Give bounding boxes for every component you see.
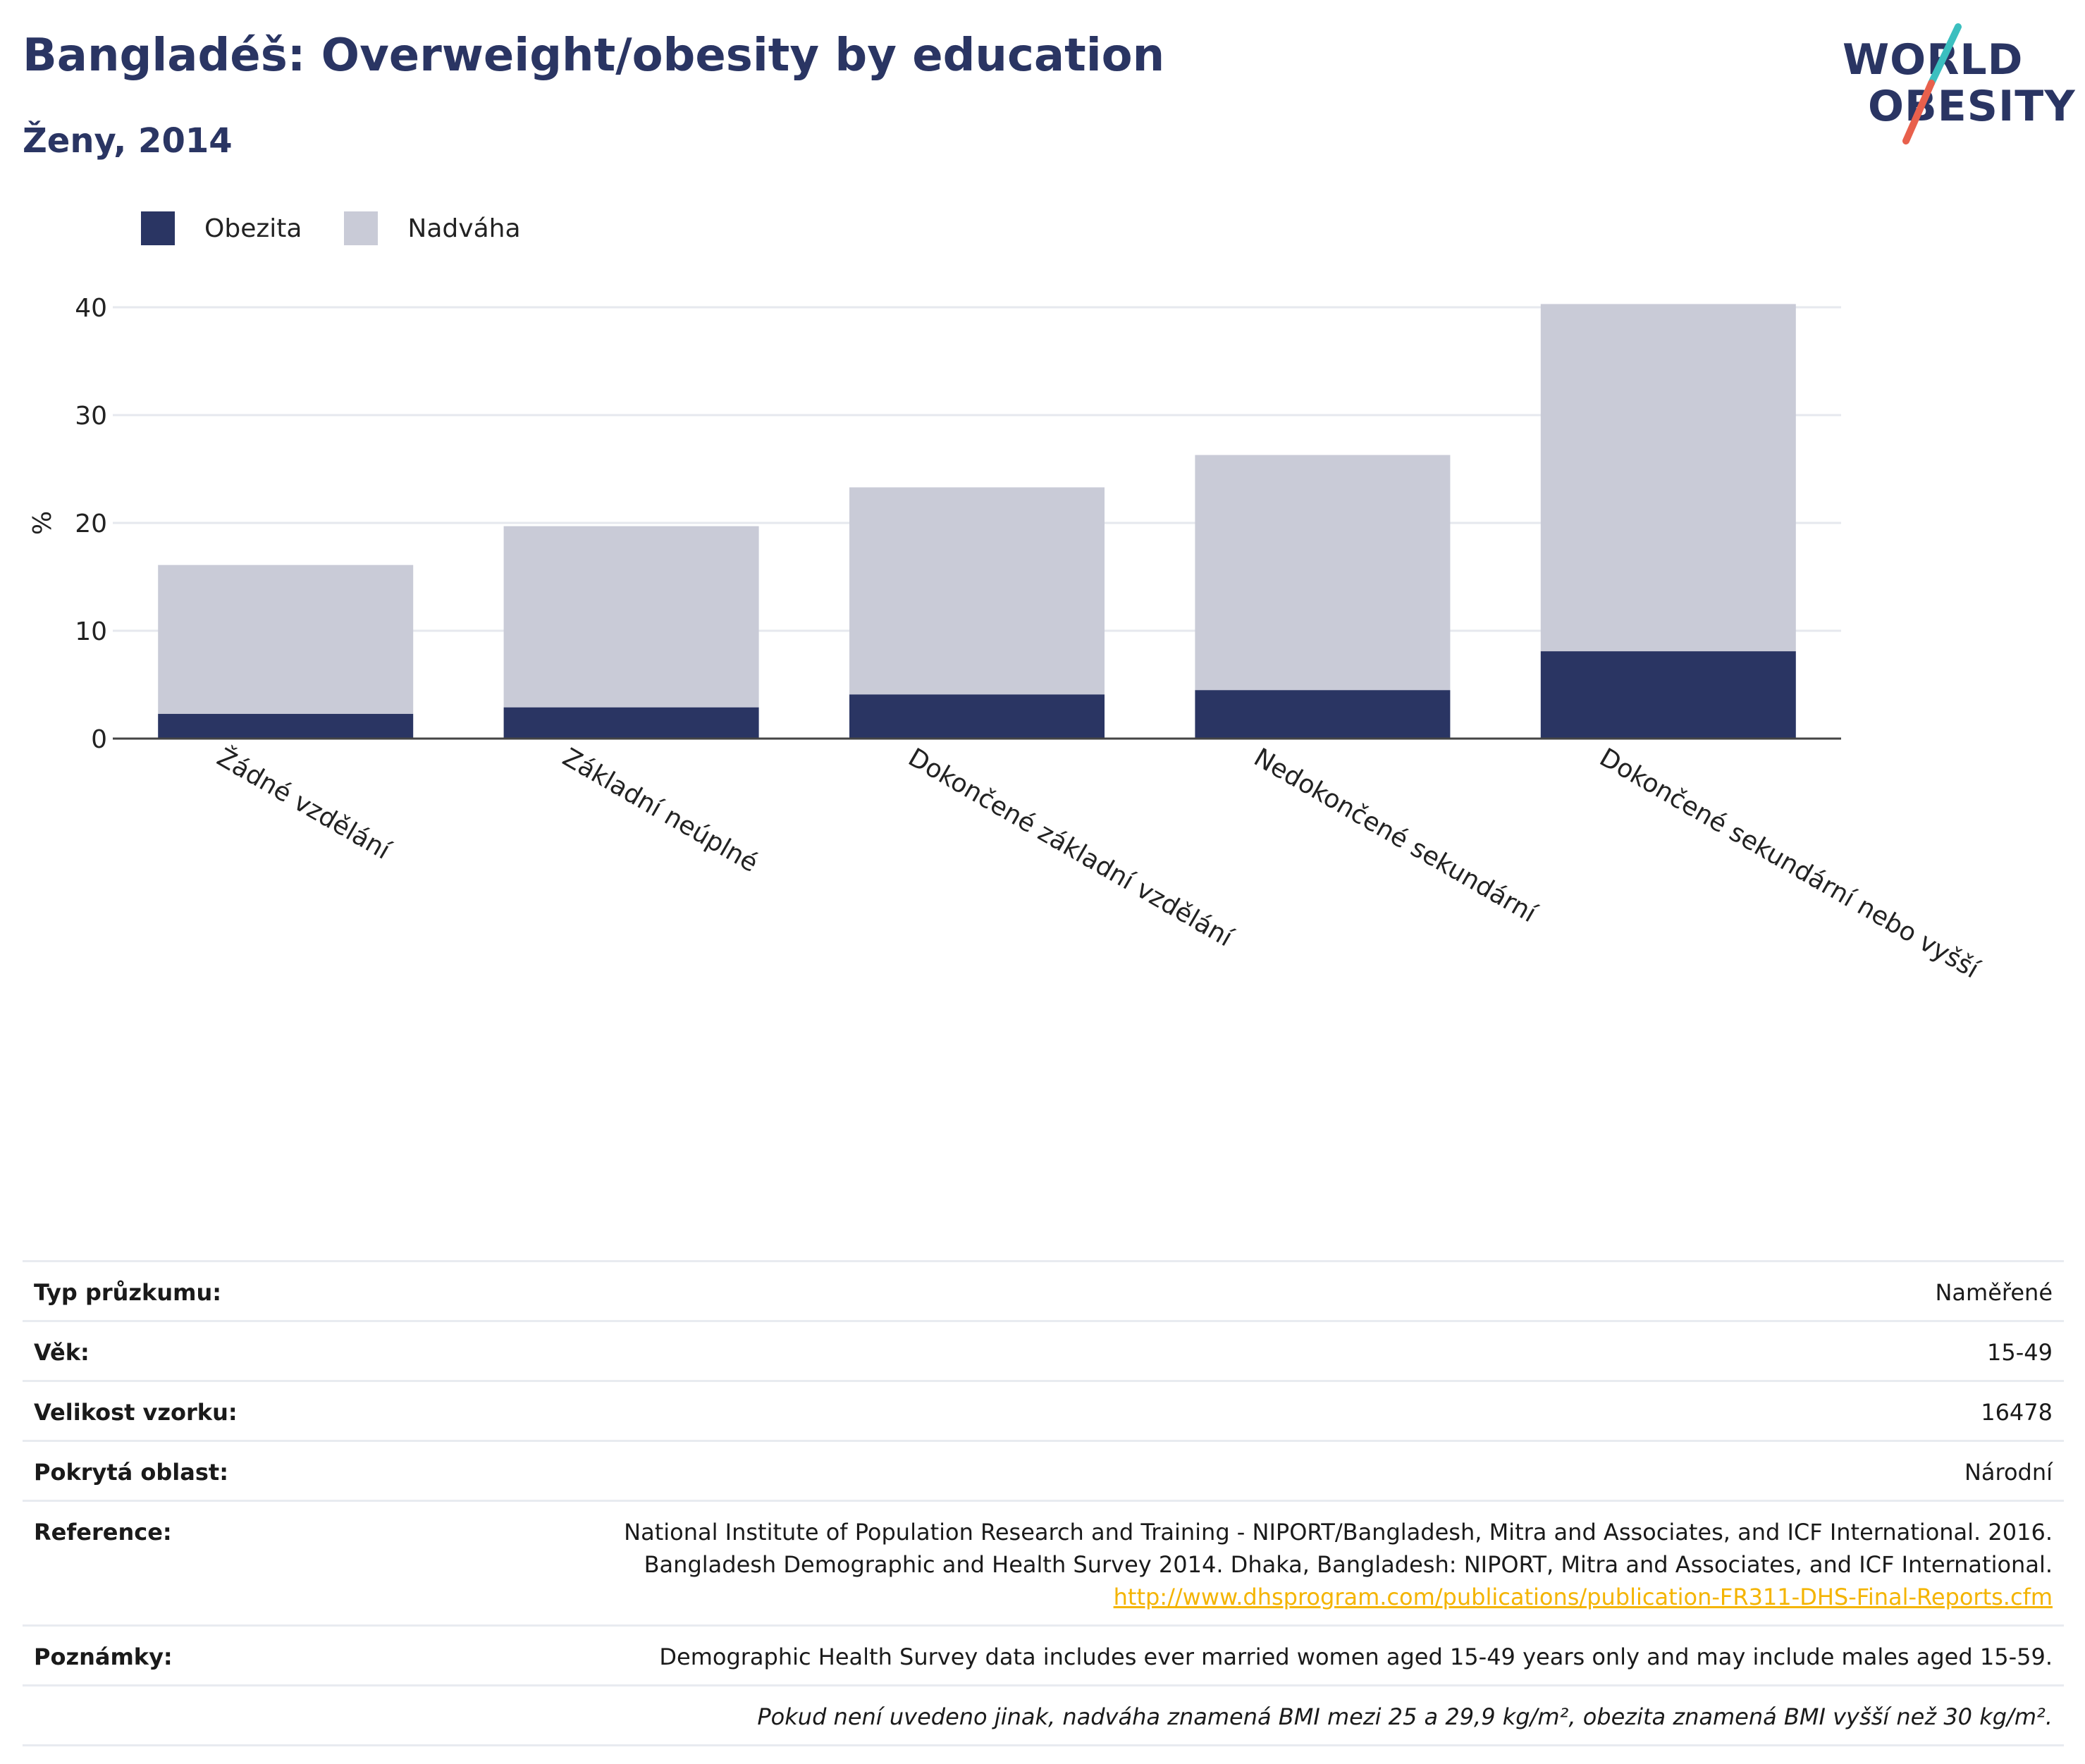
bar-obesity (1540, 651, 1796, 739)
bar-obesity (503, 707, 759, 739)
x-tick-label: Žádné vzdělání (212, 742, 396, 865)
bar-overweight (1195, 455, 1451, 691)
reference-link[interactable]: http://www.dhsprogram.com/publications/p… (1113, 1584, 2053, 1610)
legend-label-obesity: Obezita (204, 214, 302, 243)
definition-footnote: Pokud není uvedeno jinak, nadváha znamen… (757, 1703, 2053, 1730)
survey-details-table: Typ průzkumu: Naměřené Věk: 15-49 Veliko… (23, 1260, 2064, 1746)
meta-label: Poznámky: (34, 1643, 173, 1670)
notes-value: Demographic Health Survey data includes … (659, 1643, 2053, 1670)
meta-label: Věk: (34, 1339, 90, 1366)
legend-swatch-overweight (344, 211, 379, 245)
reference-value: National Institute of Population Researc… (624, 1516, 2053, 1613)
meta-row-sample-size: Velikost vzorku: 16478 (23, 1380, 2064, 1440)
world-obesity-logo: WORLD OBESITY (1833, 21, 2075, 148)
meta-label: Pokrytá oblast: (34, 1459, 228, 1486)
legend-swatch-obesity (141, 211, 175, 245)
meta-row-footnote: Pokud není uvedeno jinak, nadváha znamen… (23, 1684, 2064, 1746)
logo-line-2: OBESITY (1868, 82, 2076, 131)
y-tick-label: 40 (75, 294, 107, 323)
page-title: Bangladéš: Overweight/obesity by educati… (23, 30, 1165, 82)
page-subtitle: Ženy, 2014 (23, 121, 233, 161)
bar-overweight (849, 487, 1105, 695)
meta-value: 16478 (1981, 1399, 2053, 1426)
legend-label-overweight: Nadváha (407, 214, 521, 243)
meta-row-notes: Poznámky: Demographic Health Survey data… (23, 1624, 2064, 1684)
y-tick-label: 10 (75, 617, 107, 646)
x-tick-label: Základní neúplné (558, 743, 763, 878)
meta-value: Naměřené (1935, 1279, 2053, 1306)
meta-row-reference: Reference: National Institute of Populat… (23, 1500, 2064, 1624)
meta-value: 15-49 (1987, 1339, 2053, 1366)
chart-legend: Obezita Nadváha (141, 211, 563, 245)
meta-label: Reference: (34, 1519, 172, 1546)
meta-row-age: Věk: 15-49 (23, 1320, 2064, 1380)
legend-item-obesity: Obezita (141, 211, 302, 245)
bar-obesity (158, 713, 414, 739)
bar-overweight (158, 565, 414, 714)
x-tick-label: Dokončené sekundární nebo vyšší (1594, 743, 1984, 985)
reference-text-line-2: Bangladesh Demographic and Health Survey… (644, 1551, 2053, 1578)
y-axis-label: % (28, 511, 57, 535)
meta-value: Národní (1964, 1459, 2053, 1486)
y-tick-label: 30 (75, 402, 107, 431)
bar-chart: 0 10 20 30 40% Žádné vzdělání Základní neúplné… (28, 294, 1984, 985)
logo-slash-icon (1902, 23, 1962, 144)
reference-text-line-1: National Institute of Population Researc… (624, 1519, 2053, 1546)
bar-overweight (503, 526, 759, 708)
legend-item-overweight: Nadváha (344, 211, 521, 245)
y-tick-label: 0 (91, 725, 107, 754)
y-tick-label: 20 (75, 510, 107, 538)
bar-overweight (1540, 304, 1796, 652)
meta-row-area: Pokrytá oblast: Národní (23, 1440, 2064, 1500)
x-tick-label: Nedokončené sekundární (1249, 743, 1542, 928)
bar-obesity (849, 694, 1105, 739)
meta-label: Typ průzkumu: (34, 1279, 222, 1306)
meta-row-survey-type: Typ průzkumu: Naměřené (23, 1260, 2064, 1320)
meta-label: Velikost vzorku: (34, 1399, 238, 1426)
bar-obesity (1195, 690, 1451, 739)
x-tick-label: Dokončené základní vzdělání (904, 743, 1238, 953)
